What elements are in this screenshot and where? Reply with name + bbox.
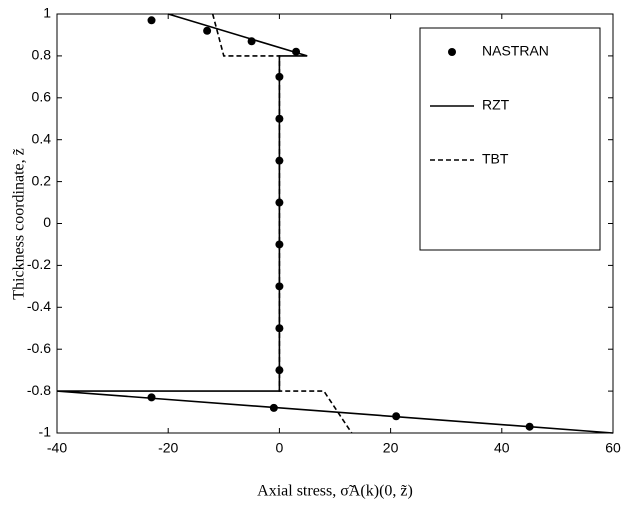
x-tick-label: -40 <box>47 440 67 456</box>
x-axis-label: Axial stress, σ̃A(k)(0, z̃) <box>257 483 413 500</box>
y-tick-label: 0.8 <box>32 47 52 63</box>
series-line <box>211 13 353 434</box>
y-tick-label: 0.6 <box>32 89 52 105</box>
y-tick-label: -1 <box>39 424 52 440</box>
legend-label: RZT <box>482 97 510 113</box>
y-tick-label: 0 <box>43 214 51 230</box>
x-tick-label: 40 <box>494 440 510 456</box>
x-tick-label: 60 <box>605 440 621 456</box>
legend-label: TBT <box>482 151 509 167</box>
y-axis-label: Thickness coordinate, z̃ <box>11 148 28 300</box>
y-tick-label: -0.2 <box>27 256 51 272</box>
legend-box <box>419 27 601 251</box>
data-point <box>203 26 212 35</box>
legend-label: NASTRAN <box>482 43 549 59</box>
data-point <box>147 393 156 402</box>
legend-marker <box>448 48 456 56</box>
y-tick-label: 0.4 <box>32 130 52 146</box>
x-tick-label: -20 <box>158 440 178 456</box>
data-point <box>147 16 156 25</box>
y-tick-label: 1 <box>43 5 51 21</box>
y-tick-label: -0.8 <box>27 382 51 398</box>
y-tick-label: -0.6 <box>27 340 51 356</box>
y-tick-label: 0.2 <box>32 172 52 188</box>
x-tick-label: 0 <box>276 440 284 456</box>
x-tick-label: 20 <box>383 440 399 456</box>
y-tick-label: -0.4 <box>27 298 51 314</box>
